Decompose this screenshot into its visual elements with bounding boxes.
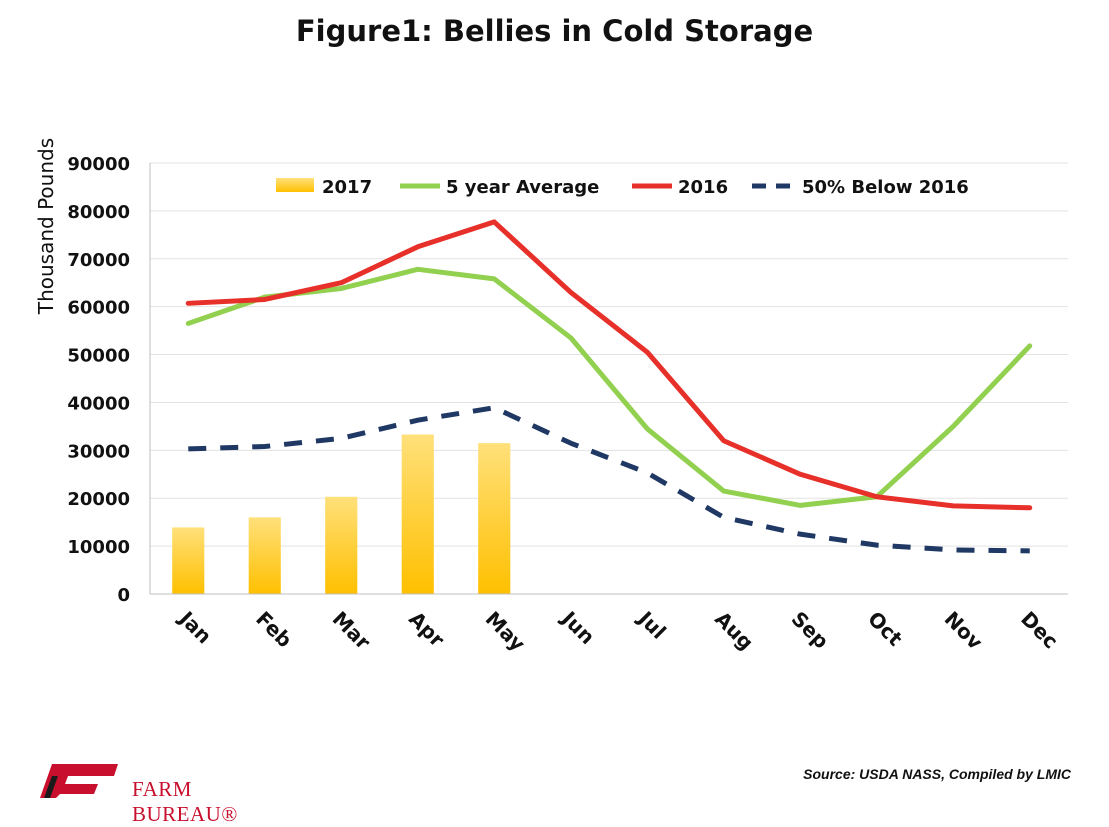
y-tick-label: 60000 — [67, 298, 130, 319]
x-tick-label: Sep — [787, 607, 834, 654]
source-note: Source: USDA NASS, Compiled by LMIC — [803, 766, 1071, 782]
axes — [149, 163, 1068, 595]
x-tick-label: Nov — [940, 607, 988, 655]
y-tick-label: 90000 — [67, 154, 130, 175]
y-axis-label: Thousand Pounds — [34, 138, 58, 315]
y-tick-label: 10000 — [67, 537, 130, 558]
legend-swatch-2017 — [276, 178, 314, 192]
x-tick-label: Dec — [1016, 607, 1063, 654]
x-tick-label: Oct — [863, 607, 907, 651]
chart: 0 10000 20000 30000 40000 50000 60000 70000 8000… — [34, 138, 1068, 656]
line-series — [185, 219, 1033, 554]
y-tick-label: 0 — [117, 585, 130, 606]
y-tick-labels: 0 10000 20000 30000 40000 50000 60000 70000 8000… — [67, 154, 130, 606]
y-tick-label: 70000 — [67, 250, 130, 271]
x-tick-label: Feb — [251, 607, 297, 653]
bar-apr — [401, 434, 434, 594]
series-line-50-below-2016 — [188, 405, 1030, 554]
x-tick-label: Jan — [173, 605, 216, 648]
x-tick-label: Mar — [328, 607, 376, 655]
bar-series-2017 — [172, 434, 511, 594]
x-tick-label: Aug — [710, 607, 758, 655]
y-tick-label: 50000 — [67, 346, 130, 367]
y-tick-label: 20000 — [67, 489, 130, 510]
x-tick-label: Apr — [404, 607, 449, 652]
legend-label: 2017 — [322, 177, 372, 198]
x-tick-labels: Jan Feb Mar Apr May Jun Jul Aug Sep Oct Nov Dec — [173, 605, 1063, 656]
x-tick-label: Jun — [556, 605, 600, 649]
x-tick-label: Jul — [632, 605, 671, 644]
legend-label: 5 year Average — [446, 177, 599, 198]
y-tick-label: 30000 — [67, 441, 130, 462]
logo-text: FARM BUREAU® — [132, 777, 238, 826]
legend: 2017 5 year Average 2016 50% Below 2016 — [276, 177, 969, 198]
series-line-5-year-average — [185, 266, 1033, 508]
y-tick-label: 80000 — [67, 202, 130, 223]
farm-bureau-logo: FARM BUREAU® — [38, 760, 298, 826]
y-tick-label: 40000 — [67, 393, 130, 414]
farm-bureau-logo-icon — [40, 764, 118, 798]
chart-title: Figure1: Bellies in Cold Storage — [295, 14, 814, 48]
bar-feb — [248, 517, 281, 594]
series-line-2016 — [185, 219, 1033, 511]
legend-label: 50% Below 2016 — [802, 177, 969, 198]
gridlines — [150, 162, 1068, 547]
bar-mar — [325, 496, 358, 594]
legend-label: 2016 — [678, 177, 728, 198]
bar-may — [478, 443, 511, 594]
bar-jan — [172, 527, 205, 594]
x-tick-label: May — [481, 607, 530, 656]
